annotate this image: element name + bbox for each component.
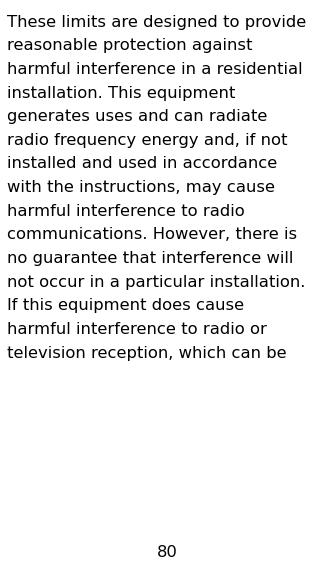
Text: 80: 80 bbox=[157, 545, 177, 560]
Text: These limits are designed to provide
reasonable protection against
harmful inter: These limits are designed to provide rea… bbox=[7, 15, 306, 360]
